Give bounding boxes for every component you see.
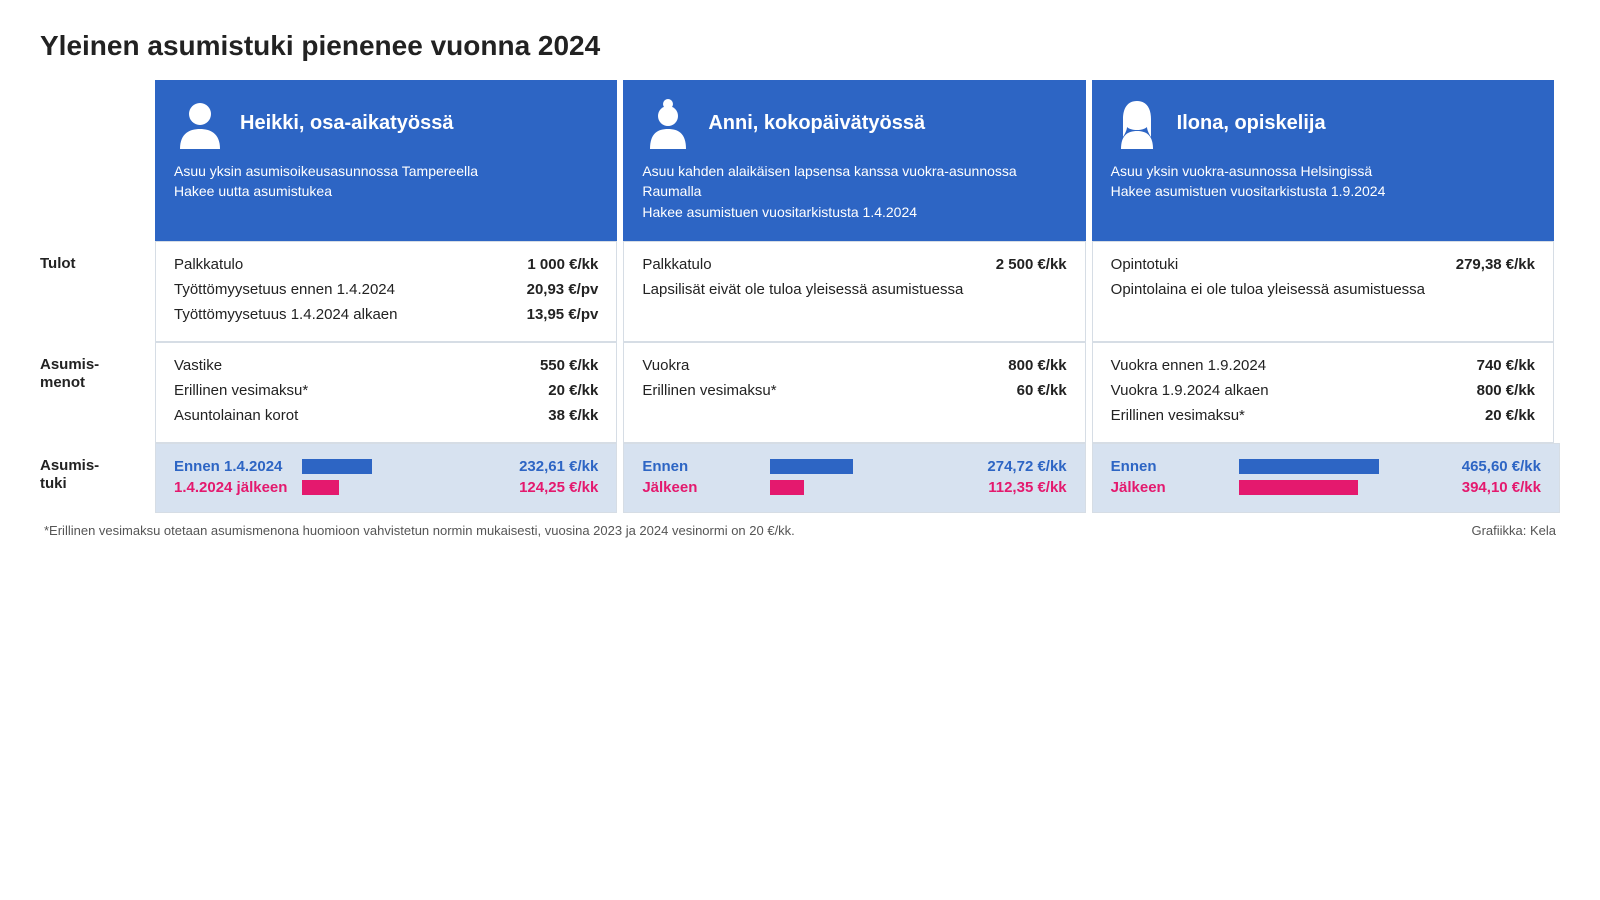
- subsidy-before-row: Ennen 1.4.2024 232,61 €/kk: [174, 458, 598, 475]
- income-label: Palkkatulo: [642, 254, 711, 275]
- expense-value: 800 €/kk: [1477, 380, 1535, 401]
- bar-before: [302, 459, 372, 474]
- page-title: Yleinen asumistuki pienenee vuonna 2024: [40, 30, 1560, 62]
- income-value: 13,95 €/pv: [527, 304, 599, 325]
- income-row: Palkkatulo 2 500 €/kk: [642, 254, 1066, 275]
- expense-label: Vuokra: [642, 355, 689, 376]
- subsidy-cell: Ennen 1.4.2024 232,61 €/kk 1.4.2024 jälk…: [155, 443, 617, 513]
- expense-value: 20 €/kk: [548, 380, 598, 401]
- subsidy-after-row: 1.4.2024 jälkeen 124,25 €/kk: [174, 479, 598, 496]
- income-note: Opintolaina ei ole tuloa yleisessä asumi…: [1111, 279, 1535, 300]
- subsidy-cell: Ennen 465,60 €/kk Jälkeen 394,10 €/kk: [1092, 443, 1560, 513]
- income-value: 1 000 €/kk: [527, 254, 598, 275]
- expense-row: Vuokra ennen 1.9.2024 740 €/kk: [1111, 355, 1535, 376]
- expense-value: 60 €/kk: [1017, 380, 1067, 401]
- expense-row: Vuokra 800 €/kk: [642, 355, 1066, 376]
- expense-label: Erillinen vesimaksu*: [1111, 405, 1245, 426]
- expense-row: Asuntolainan korot 38 €/kk: [174, 405, 598, 426]
- income-label: Työttömyysetuus 1.4.2024 alkaen: [174, 304, 397, 325]
- subsidy-before-value: 274,72 €/kk: [987, 458, 1066, 475]
- income-row: Palkkatulo 1 000 €/kk: [174, 254, 598, 275]
- expense-row: Erillinen vesimaksu* 20 €/kk: [174, 380, 598, 401]
- expense-label: Asuntolainan korot: [174, 405, 298, 426]
- subsidy-after-label: Jälkeen: [1111, 479, 1231, 496]
- income-label: Opintotuki: [1111, 254, 1179, 275]
- subsidy-before-label: Ennen: [1111, 458, 1231, 475]
- subsidy-before-row: Ennen 274,72 €/kk: [642, 458, 1066, 475]
- income-value: 279,38 €/kk: [1456, 254, 1535, 275]
- bar-after: [302, 480, 339, 495]
- persona-header: Ilona, opiskelija Asuu yksin vuokra-asun…: [1092, 80, 1554, 241]
- subsidy-before-row: Ennen 465,60 €/kk: [1111, 458, 1541, 475]
- subsidy-after-label: Jälkeen: [642, 479, 762, 496]
- income-label: Työttömyysetuus ennen 1.4.2024: [174, 279, 395, 300]
- income-row: Työttömyysetuus ennen 1.4.2024 20,93 €/pv: [174, 279, 598, 300]
- persona-desc: Asuu yksin asumisoikeusasunnossa Tampere…: [174, 161, 598, 202]
- persona-header: Heikki, osa-aikatyössä Asuu yksin asumis…: [155, 80, 617, 241]
- subsidy-after-row: Jälkeen 394,10 €/kk: [1111, 479, 1541, 496]
- income-row: Työttömyysetuus 1.4.2024 alkaen 13,95 €/p…: [174, 304, 598, 325]
- subsidy-before-value: 232,61 €/kk: [519, 458, 598, 475]
- subsidy-before-label: Ennen: [642, 458, 762, 475]
- income-row: Opintotuki 279,38 €/kk: [1111, 254, 1535, 275]
- subsidy-cell: Ennen 274,72 €/kk Jälkeen 112,35 €/kk: [623, 443, 1085, 513]
- subsidy-after-value: 112,35 €/kk: [988, 479, 1066, 496]
- expense-row: Erillinen vesimaksu* 20 €/kk: [1111, 405, 1535, 426]
- avatar-icon: [174, 97, 226, 149]
- expense-row: Vuokra 1.9.2024 alkaen 800 €/kk: [1111, 380, 1535, 401]
- subsidy-before-value: 465,60 €/kk: [1462, 458, 1541, 475]
- income-label: Palkkatulo: [174, 254, 243, 275]
- persona-header: Anni, kokopäivätyössä Asuu kahden alaikä…: [623, 80, 1085, 241]
- persona-desc: Asuu yksin vuokra-asunnossa HelsingissäH…: [1111, 161, 1535, 202]
- income-value: 2 500 €/kk: [996, 254, 1067, 275]
- expense-cell: Vuokra 800 €/kk Erillinen vesimaksu* 60 €/k…: [623, 342, 1085, 443]
- subsidy-after-value: 124,25 €/kk: [519, 479, 598, 496]
- bar-before: [1239, 459, 1379, 474]
- comparison-grid: Heikki, osa-aikatyössä Asuu yksin asumis…: [40, 80, 1560, 513]
- income-cell: Palkkatulo 2 500 €/kk Lapsilisät eivät ole…: [623, 241, 1085, 342]
- row-label-tuki: Asumis-tuki: [40, 443, 155, 513]
- expense-cell: Vastike 550 €/kk Erillinen vesimaksu* 20 €/…: [155, 342, 617, 443]
- persona-desc: Asuu kahden alaikäisen lapsensa kanssa v…: [642, 161, 1066, 222]
- subsidy-after-label: 1.4.2024 jälkeen: [174, 479, 294, 496]
- avatar-icon: [642, 97, 694, 149]
- expense-row: Erillinen vesimaksu* 60 €/kk: [642, 380, 1066, 401]
- income-note: Lapsilisät eivät ole tuloa yleisessä asu…: [642, 279, 1066, 300]
- expense-value: 550 €/kk: [540, 355, 598, 376]
- expense-label: Erillinen vesimaksu*: [174, 380, 308, 401]
- expense-cell: Vuokra ennen 1.9.2024 740 €/kk Vuokra 1.9.…: [1092, 342, 1554, 443]
- bar-after: [1239, 480, 1358, 495]
- row-label-menot: Asumis-menot: [40, 342, 155, 443]
- persona-name: Anni, kokopäivätyössä: [708, 112, 925, 135]
- bar-before: [770, 459, 853, 474]
- bar-after: [770, 480, 804, 495]
- expense-value: 38 €/kk: [548, 405, 598, 426]
- expense-value: 800 €/kk: [1008, 355, 1066, 376]
- expense-label: Vuokra ennen 1.9.2024: [1111, 355, 1266, 376]
- footnote: *Erillinen vesimaksu otetaan asumismenon…: [44, 523, 795, 538]
- subsidy-before-label: Ennen 1.4.2024: [174, 458, 294, 475]
- avatar-icon: [1111, 97, 1163, 149]
- persona-name: Heikki, osa-aikatyössä: [240, 112, 453, 135]
- subsidy-after-row: Jälkeen 112,35 €/kk: [642, 479, 1066, 496]
- row-label-tulot: Tulot: [40, 241, 155, 342]
- infographic: Yleinen asumistuki pienenee vuonna 2024 …: [40, 30, 1560, 538]
- expense-row: Vastike 550 €/kk: [174, 355, 598, 376]
- income-cell: Palkkatulo 1 000 €/kk Työttömyysetuus enne…: [155, 241, 617, 342]
- expense-value: 20 €/kk: [1485, 405, 1535, 426]
- income-value: 20,93 €/pv: [527, 279, 599, 300]
- expense-label: Vuokra 1.9.2024 alkaen: [1111, 380, 1269, 401]
- expense-label: Erillinen vesimaksu*: [642, 380, 776, 401]
- footer: *Erillinen vesimaksu otetaan asumismenon…: [40, 523, 1560, 538]
- expense-label: Vastike: [174, 355, 222, 376]
- persona-name: Ilona, opiskelija: [1177, 112, 1326, 135]
- income-cell: Opintotuki 279,38 €/kk Opintolaina ei ole …: [1092, 241, 1554, 342]
- expense-value: 740 €/kk: [1477, 355, 1535, 376]
- credit: Grafiikka: Kela: [1471, 523, 1556, 538]
- subsidy-after-value: 394,10 €/kk: [1462, 479, 1541, 496]
